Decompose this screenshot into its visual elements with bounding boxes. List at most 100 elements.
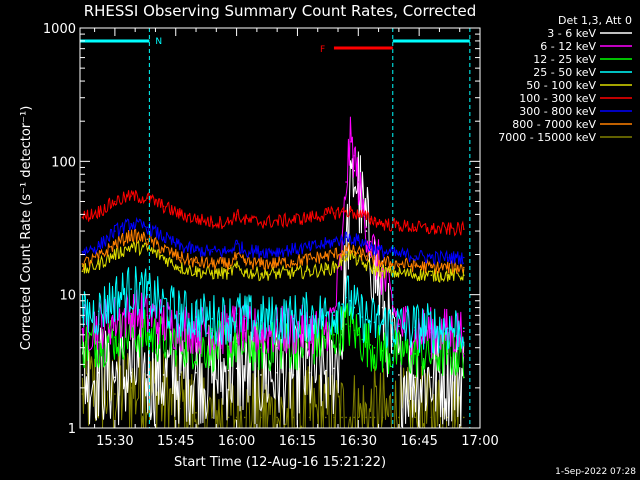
legend-label: 800 - 7000 keV (512, 118, 596, 131)
data-point (276, 272, 279, 275)
data-point (292, 248, 295, 251)
data-point (325, 369, 327, 372)
data-point (365, 416, 368, 419)
data-point (179, 312, 181, 315)
data-point (349, 141, 352, 143)
data-point (81, 316, 84, 318)
x-tick-label: 16:30 (340, 434, 377, 449)
data-point (463, 274, 465, 277)
data-point (235, 213, 238, 216)
data-point (345, 253, 347, 256)
data-point (162, 248, 165, 250)
data-point (333, 240, 335, 243)
data-point (398, 253, 400, 256)
data-point (333, 212, 335, 214)
data-point (211, 221, 214, 223)
data-point (195, 249, 197, 252)
data-point (361, 240, 364, 243)
data-point (114, 230, 116, 232)
data-point (365, 318, 368, 321)
data-point (357, 181, 360, 183)
x-tick-label: 17:00 (461, 434, 498, 449)
data-point (414, 264, 416, 267)
data-point (211, 374, 214, 376)
data-point (179, 374, 181, 376)
data-point (398, 353, 400, 355)
legend-label: 100 - 300 keV (519, 92, 596, 105)
series-50-100-kev (81, 239, 465, 283)
data-point (162, 236, 165, 238)
data-point (81, 270, 84, 273)
legend-label: 3 - 6 keV (547, 27, 596, 40)
data-point (333, 311, 335, 313)
data-point (114, 200, 116, 203)
data-point (430, 228, 433, 230)
series-line (81, 116, 465, 359)
data-point (260, 374, 262, 376)
data-point (130, 288, 132, 290)
data-point (97, 371, 100, 374)
data-point (211, 416, 214, 419)
data-point (398, 374, 400, 376)
data-point (333, 253, 335, 256)
data-point (446, 266, 449, 269)
data-point (349, 249, 352, 252)
data-point (260, 221, 262, 223)
data-point (357, 252, 360, 254)
data-point (430, 256, 433, 259)
data-point (235, 416, 238, 419)
data-point (353, 256, 356, 259)
data-point (130, 245, 132, 248)
data-point (195, 328, 197, 331)
data-point (130, 234, 132, 236)
data-point (373, 416, 376, 419)
data-point (227, 317, 230, 320)
data-point (81, 393, 84, 395)
data-point (146, 314, 149, 317)
data-point (414, 376, 416, 379)
data-point (381, 270, 384, 273)
data-point (365, 255, 368, 257)
data-point (398, 272, 400, 275)
data-point (345, 236, 347, 238)
data-point (195, 316, 197, 318)
data-point (373, 248, 376, 250)
data-point (235, 256, 238, 259)
data-point (361, 338, 364, 341)
data-point (325, 314, 327, 317)
data-point (162, 305, 165, 308)
series-300-800-kev (81, 216, 465, 266)
data-point (333, 266, 335, 269)
data-point (308, 246, 311, 249)
data-point (227, 416, 230, 419)
data-point (308, 216, 311, 219)
data-point (243, 317, 246, 320)
y-tick-label: 1 (68, 422, 76, 437)
data-point (349, 210, 352, 213)
series-line (81, 303, 465, 379)
data-point (446, 228, 449, 230)
data-point (414, 226, 416, 229)
data-point (146, 293, 149, 296)
data-point (381, 274, 384, 277)
data-point (243, 371, 246, 374)
data-point (414, 416, 416, 419)
footer-timestamp: 1-Sep-2022 07:28 (555, 467, 636, 477)
data-point (130, 387, 132, 389)
data-point (381, 349, 384, 352)
data-point (373, 321, 376, 324)
data-point (349, 416, 352, 419)
data-point (446, 256, 449, 259)
y-axis-label: Corrected Count Rate (s⁻¹ detector⁻¹) (19, 106, 34, 351)
series-800-7000-kev (81, 228, 465, 275)
data-point (260, 319, 262, 322)
data-point (373, 219, 376, 222)
data-point (308, 316, 311, 318)
data-point (361, 253, 364, 256)
data-point (463, 327, 465, 330)
x-axis-ticks: 15:30 15:45 16:00 16:15 16:30 16:45 17:00 (94, 28, 499, 449)
data-point (353, 238, 356, 241)
data-point (446, 353, 449, 355)
data-point (308, 371, 311, 374)
